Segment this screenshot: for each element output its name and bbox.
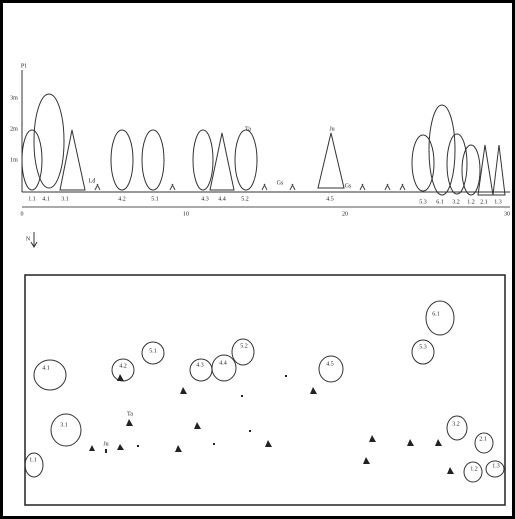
tree-crown <box>318 133 344 188</box>
crown-outline <box>212 355 236 381</box>
crown-outline <box>319 356 343 382</box>
tree-label: 5.2 <box>240 343 248 349</box>
species-label: Ta <box>127 411 133 417</box>
plot-border <box>25 275 505 505</box>
tree-label: 4.3 <box>201 196 209 202</box>
crown-outline <box>447 416 467 440</box>
tree-label: 3.2 <box>452 421 460 427</box>
tree-label: 4.5 <box>326 361 334 367</box>
tree-label: 1.1 <box>29 457 37 463</box>
tree-label: 6.1 <box>436 199 444 205</box>
tree-label: 5.2 <box>241 196 249 202</box>
tree-label: 4.4 <box>219 360 227 366</box>
tree-label: 1.2 <box>470 466 478 472</box>
species-label: Ju <box>329 126 334 132</box>
tree-label: 1.3 <box>494 199 502 205</box>
tree-crown <box>193 130 213 190</box>
y-tick: 3m <box>10 95 18 101</box>
tree-crown <box>235 130 257 190</box>
y-axis-label: P1 <box>21 63 27 69</box>
y-tick: 2m <box>10 126 18 132</box>
x-tick: 10 <box>183 211 189 217</box>
grass <box>95 184 405 190</box>
tree-crown <box>34 94 64 188</box>
tree-label: 4.3 <box>196 362 204 368</box>
shrub-dot <box>106 375 286 453</box>
tree-label: 5.1 <box>149 348 157 354</box>
north-label: N <box>26 236 31 242</box>
species-label: Gs <box>277 180 284 186</box>
tree-label: 4.4 <box>218 196 226 202</box>
juniper-markers <box>89 374 454 474</box>
tree-label: 6.1 <box>432 311 440 317</box>
tree-label: 5.1 <box>151 196 159 202</box>
species-label: Gs <box>345 183 352 189</box>
tree-label: 5.3 <box>419 344 427 350</box>
species-label: Ju <box>103 441 108 447</box>
frame <box>2 2 514 518</box>
tree-label: 2.1 <box>480 199 488 205</box>
tree-crown <box>111 130 133 190</box>
profile: P1 3m 2m 1m 0 10 20 30 1.1 4.1 3.1 4.2 5… <box>10 63 510 217</box>
juniper <box>89 374 454 474</box>
tree-label: 3.1 <box>60 422 68 428</box>
tree-label: 2.1 <box>479 436 487 442</box>
plan: 4.1 3.1 1.1 4.2 5.1 4.3 4.4 5.2 4.5 5.3 … <box>25 275 505 505</box>
species-label: Ta <box>245 126 251 132</box>
tree-crown <box>493 145 505 195</box>
tree-crown <box>412 135 434 191</box>
tree-label: 3.1 <box>61 196 69 202</box>
north-arrow: N <box>26 232 37 247</box>
x-tick: 20 <box>342 211 348 217</box>
x-tick: 30 <box>504 211 510 217</box>
tree-label: 4.2 <box>118 196 126 202</box>
tree-crown <box>22 130 42 190</box>
y-tick: 1m <box>10 157 18 163</box>
tree-label: 4.2 <box>119 363 127 369</box>
tree-label: 1.2 <box>467 199 475 205</box>
x-tick: 0 <box>21 211 24 217</box>
tree-label: 4.1 <box>42 196 50 202</box>
tree-label: 4.5 <box>326 196 334 202</box>
tree-crown <box>142 130 164 190</box>
crown-outline <box>112 359 134 381</box>
crown-outline <box>426 301 454 335</box>
tree-label: 3.2 <box>452 199 460 205</box>
tree-label: 4.1 <box>42 365 50 371</box>
tree-label: 1.1 <box>28 196 36 202</box>
tree-crown <box>210 133 234 190</box>
species-label: Ld <box>89 178 96 184</box>
tree-crown <box>462 145 480 195</box>
tree-label: 5.3 <box>419 199 427 205</box>
figure: P1 3m 2m 1m 0 10 20 30 1.1 4.1 3.1 4.2 5… <box>0 0 515 519</box>
tree-label: 1.3 <box>492 463 500 469</box>
crown-outline <box>34 360 66 390</box>
crown-outline <box>51 414 81 446</box>
